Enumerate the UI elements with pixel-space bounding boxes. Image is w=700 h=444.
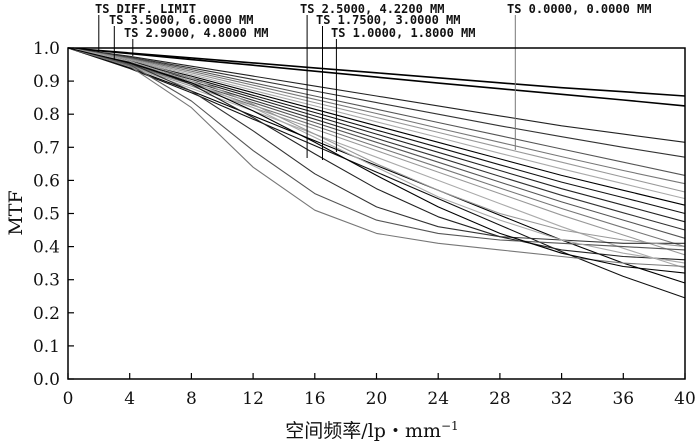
y-tick-label: 0.3	[33, 271, 60, 291]
x-tick-label: 0	[63, 389, 74, 409]
y-tick-label: 0.8	[33, 105, 60, 125]
series-layer	[67, 47, 686, 299]
y-tick-label: 0.9	[33, 72, 60, 92]
x-axis-title-superscript: −1	[441, 419, 459, 433]
series-line	[67, 47, 686, 193]
series-line	[67, 47, 686, 107]
legend-label: TS 2.5000, 4.2200 MM	[300, 2, 445, 16]
series-line	[67, 47, 686, 248]
series-line	[67, 47, 685, 244]
legend-label: TS 3.5000, 6.0000 MM	[109, 13, 254, 27]
x-tick-label: 12	[242, 389, 264, 409]
series-line	[67, 47, 686, 206]
series-line	[67, 47, 686, 248]
x-tick-label: 8	[186, 389, 197, 409]
legend-label: TS 0.0000, 0.0000 MM	[507, 2, 652, 16]
x-tick-label: 4	[124, 389, 135, 409]
series-line	[67, 47, 686, 251]
series-line	[67, 47, 686, 256]
series-line	[67, 47, 686, 176]
y-axis-title: MTF	[5, 190, 27, 235]
series-line	[67, 47, 686, 268]
x-tick-label: 32	[551, 389, 573, 409]
series-line	[67, 47, 686, 299]
tick-layer: 0 4 8 12 16 20 24 28 32 36 40 0.0 0.1 0.2 0.3 0.4 0.5 0.6…	[33, 39, 696, 409]
y-tick-label: 0.7	[33, 138, 60, 158]
x-tick-label: 20	[366, 389, 388, 409]
legend-label: TS 2.9000, 4.8000 MM	[124, 26, 269, 40]
series-line	[67, 47, 686, 274]
y-tick-label: 1.0	[33, 39, 60, 59]
x-tick-label: 24	[427, 389, 449, 409]
x-tick-label: 40	[674, 389, 696, 409]
y-tick-label: 0.2	[33, 304, 60, 324]
series-line	[67, 47, 686, 215]
legend-label: TS 1.0000, 1.8000 MM	[331, 26, 476, 40]
series-line	[67, 47, 686, 185]
x-tick-label: 28	[489, 389, 511, 409]
series-line	[67, 47, 686, 284]
series-line	[67, 47, 686, 97]
series-line	[67, 47, 686, 200]
series-line	[67, 47, 686, 231]
x-axis-title: 空间频率/lp・mm−1	[285, 419, 458, 442]
x-tick-label: 36	[612, 389, 634, 409]
y-tick-label: 0.4	[33, 238, 60, 258]
y-tick-label: 0.1	[33, 337, 60, 357]
y-tick-label: 0.6	[33, 171, 60, 191]
series-line	[67, 47, 686, 143]
legend-label: TS 1.7500, 3.0000 MM	[316, 13, 461, 27]
series-line	[67, 47, 686, 264]
legend-label: TS DIFF. LIMIT	[95, 2, 196, 16]
y-tick-label: 0.0	[33, 370, 60, 390]
y-tick-label: 0.5	[33, 205, 60, 225]
x-tick-label: 16	[304, 389, 326, 409]
series-line	[67, 47, 686, 158]
x-axis-title-main: 空间频率/lp・mm	[285, 420, 441, 442]
